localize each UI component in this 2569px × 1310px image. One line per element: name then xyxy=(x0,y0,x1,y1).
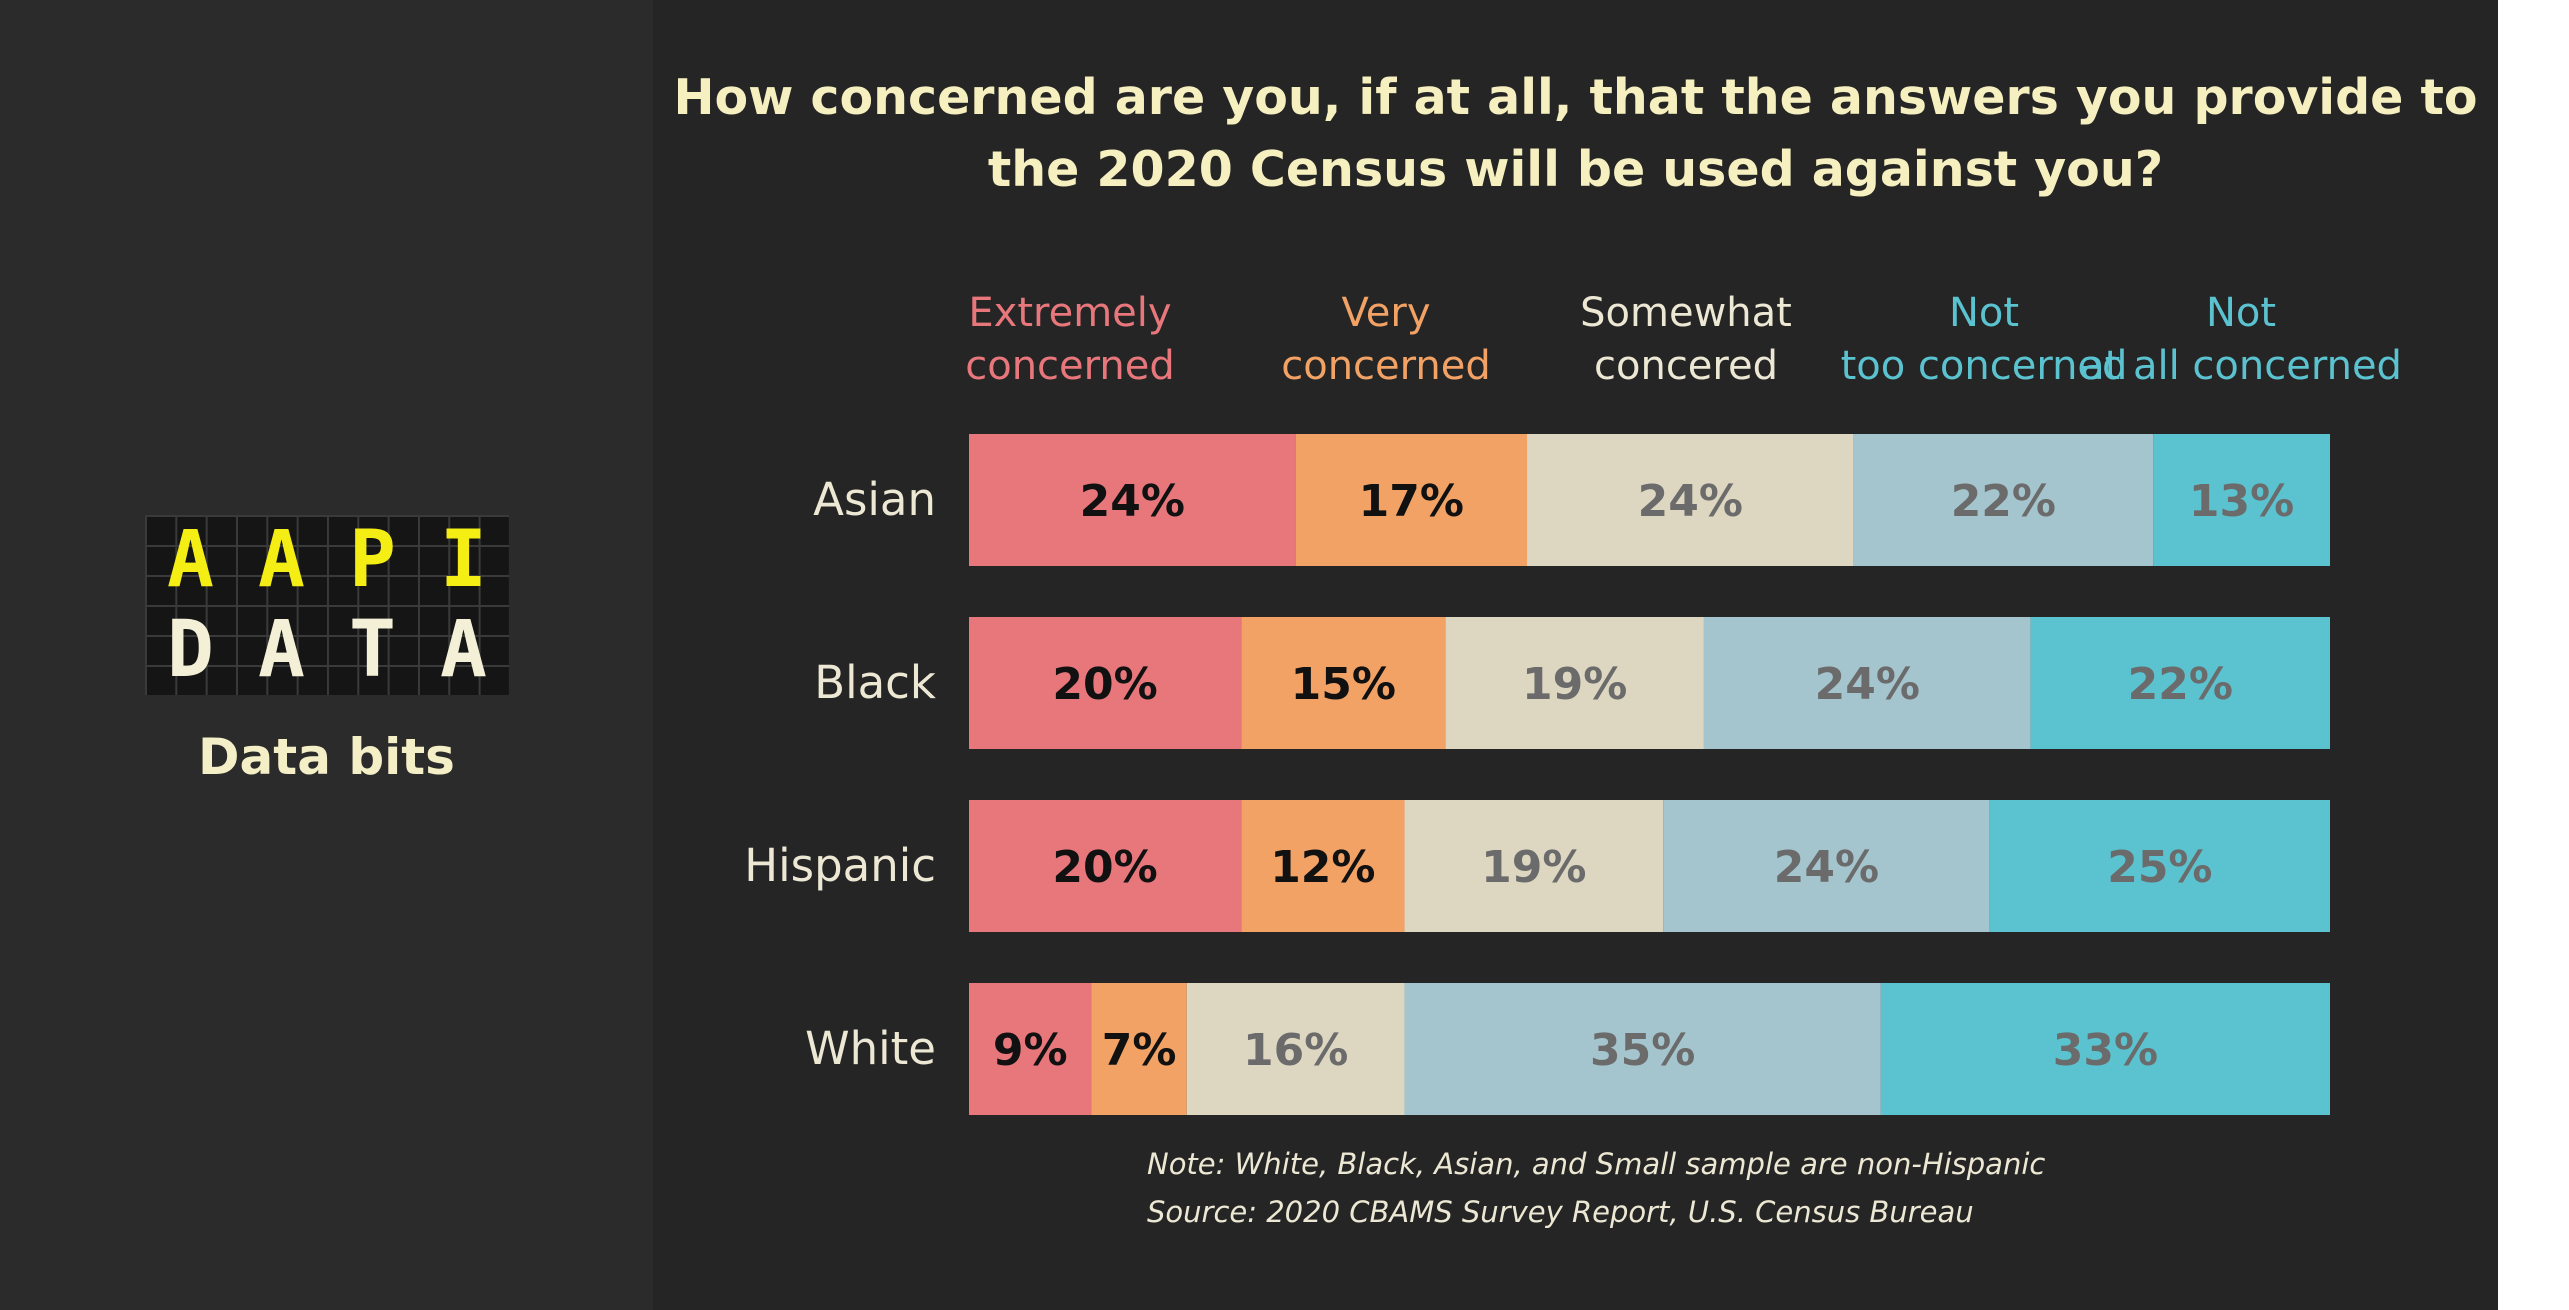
value-label: 15% xyxy=(1291,659,1396,710)
value-label: 20% xyxy=(1052,842,1157,893)
value-label: 17% xyxy=(1359,476,1464,527)
value-label: 16% xyxy=(1243,1025,1348,1076)
value-label: 20% xyxy=(1052,659,1157,710)
legend-label: Somewhat concered xyxy=(1580,290,1792,389)
bar-segment xyxy=(969,800,1242,932)
legend-label: Extremely concerned xyxy=(965,290,1175,389)
chart-title: How concerned are you, if at all, that t… xyxy=(673,69,2478,198)
note-line: Note: White, Black, Asian, and Small sam… xyxy=(1147,1147,2046,1181)
value-label: 13% xyxy=(2189,476,2294,527)
value-label: 22% xyxy=(1951,476,2056,527)
category-label: Asian xyxy=(813,473,936,526)
note-line: Source: 2020 CBAMS Survey Report, U.S. C… xyxy=(1147,1195,1974,1229)
bar-segment xyxy=(1989,800,2330,932)
logo-letter: A xyxy=(167,515,214,605)
bar-segment xyxy=(2153,434,2330,566)
value-label: 22% xyxy=(2128,659,2233,710)
value-label: 7% xyxy=(1102,1025,1177,1076)
value-label: 12% xyxy=(1270,842,1375,893)
bar-segment xyxy=(1445,617,1704,749)
value-label: 24% xyxy=(1815,659,1920,710)
logo-letter: A xyxy=(440,605,487,695)
value-label: 19% xyxy=(1522,659,1627,710)
bar-segment xyxy=(969,617,1242,749)
logo-letter: A xyxy=(258,515,305,605)
bar-segment xyxy=(1186,983,1405,1115)
bar-segment xyxy=(969,434,1296,566)
bar-segment xyxy=(1404,800,1664,932)
logo-letter: T xyxy=(349,605,396,695)
value-label: 9% xyxy=(993,1025,1068,1076)
value-label: 19% xyxy=(1481,842,1586,893)
value-label: 24% xyxy=(1080,476,1185,527)
value-label: 24% xyxy=(1638,476,1743,527)
logo-letter: P xyxy=(349,515,396,605)
bar-segment xyxy=(1404,983,1881,1115)
bar-segment xyxy=(1880,983,2330,1115)
aapi-data-logo: A A P I D A T A xyxy=(145,515,509,695)
bar-segment xyxy=(969,983,1092,1115)
bar-segment xyxy=(1703,617,2031,749)
bar-segment xyxy=(1527,434,1854,566)
logo-letter: D xyxy=(167,605,214,695)
bar-segment xyxy=(1295,434,1528,566)
value-label: 24% xyxy=(1774,842,1879,893)
category-label: Black xyxy=(814,656,936,709)
bar-segment xyxy=(1241,800,1405,932)
bar-segment xyxy=(1091,983,1187,1115)
logo-letter: A xyxy=(258,605,305,695)
logo-letter: I xyxy=(440,515,487,605)
bar-segment xyxy=(1853,434,2154,566)
legend-label: Very concerned xyxy=(1281,290,1491,389)
legend-label: Not too concerned xyxy=(1841,290,2128,389)
legend-label: Not at all concerned xyxy=(2080,290,2402,389)
category-label: White xyxy=(805,1022,936,1075)
right-margin xyxy=(2498,0,2569,1310)
value-label: 25% xyxy=(2107,842,2212,893)
bar-segment xyxy=(1241,617,1446,749)
chart-note: Note: White, Black, Asian, and Small sam… xyxy=(1147,1140,2045,1236)
bar-segment xyxy=(2030,617,2330,749)
value-label: 33% xyxy=(2053,1025,2158,1076)
brand-subtitle: Data bits xyxy=(198,728,455,786)
category-label: Hispanic xyxy=(744,839,936,892)
value-label: 35% xyxy=(1590,1025,1695,1076)
bar-segment xyxy=(1663,800,1990,932)
